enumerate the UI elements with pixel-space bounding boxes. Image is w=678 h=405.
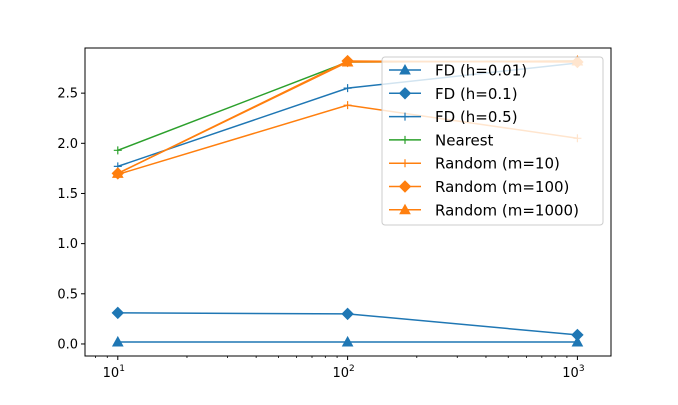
legend-label: Random (m=100) [435, 178, 569, 196]
series-group [111, 335, 584, 347]
data-point [111, 335, 124, 347]
y-tick-label: 0.0 [57, 337, 78, 352]
y-tick-label: 1.5 [57, 187, 78, 202]
data-point [111, 306, 124, 320]
legend-marker [401, 135, 409, 144]
data-point [571, 328, 584, 342]
legend-item: Random (m=1000) [389, 201, 579, 219]
y-tick-label: 2.5 [57, 87, 78, 102]
legend-box [381, 56, 604, 226]
data-point [341, 335, 354, 347]
legend-item: FD (h=0.1) [389, 85, 518, 103]
legend-marker [401, 112, 409, 121]
legend-label: FD (h=0.01) [435, 62, 527, 80]
data-point [341, 56, 354, 67]
data-point [113, 146, 122, 155]
axes-layer: 0.0 0.5 1.0 1.5 2.0 2.5 101 102 103 [57, 47, 612, 381]
legend-item: Random (m=10) [389, 155, 560, 173]
legend-marker [398, 180, 412, 193]
y-tick-label: 1.0 [57, 237, 78, 252]
legend-label: FD (h=0.1) [435, 85, 518, 103]
legend-item: Random (m=100) [389, 178, 569, 196]
data-point [111, 167, 124, 178]
legend-label: Random (m=10) [435, 155, 560, 173]
data-point [343, 84, 352, 93]
legend-item: FD (h=0.01) [389, 62, 527, 80]
legend-label: Random (m=1000) [435, 201, 579, 219]
legend-item: FD (h=0.5) [389, 108, 518, 126]
data-point [571, 335, 584, 347]
x-tick-label: 101 [103, 364, 125, 381]
data-point [343, 101, 352, 110]
legend: FD (h=0.01) FD (h=0.1) FD (h=0.5) Nearest Ra… [381, 56, 604, 226]
legend-marker [399, 63, 411, 75]
y-tick-label: 2.0 [57, 137, 78, 152]
data-point [341, 307, 354, 321]
legend-label: Nearest [435, 131, 494, 149]
legend-item: Nearest [389, 131, 494, 149]
series-group [111, 306, 584, 342]
legend-marker [399, 203, 411, 215]
y-tick-label: 0.5 [57, 287, 78, 302]
x-tick-label: 103 [562, 364, 584, 381]
legend-marker [401, 159, 409, 168]
x-tick-label: 102 [332, 364, 354, 381]
legend-marker [398, 87, 412, 100]
legend-label: FD (h=0.5) [435, 108, 518, 126]
